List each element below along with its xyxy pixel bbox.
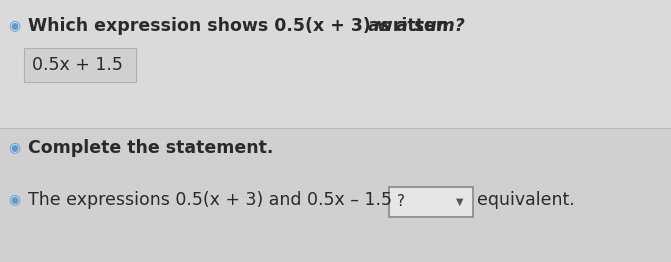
FancyBboxPatch shape [0, 128, 671, 262]
Text: Which expression shows 0.5(x + 3) written: Which expression shows 0.5(x + 3) writte… [28, 17, 454, 35]
Text: 0.5x + 1.5: 0.5x + 1.5 [32, 56, 123, 74]
Text: ◉: ◉ [8, 192, 20, 206]
Text: ?: ? [397, 194, 405, 210]
Text: ◉: ◉ [8, 18, 20, 32]
Text: as a sum?: as a sum? [368, 17, 465, 35]
FancyBboxPatch shape [0, 0, 671, 128]
FancyBboxPatch shape [24, 48, 136, 82]
Text: equivalent.: equivalent. [477, 191, 575, 209]
Text: ▼: ▼ [456, 197, 464, 207]
Text: ◉: ◉ [8, 140, 20, 154]
Text: Complete the statement.: Complete the statement. [28, 139, 273, 157]
Text: The expressions 0.5(x + 3) and 0.5x – 1.5: The expressions 0.5(x + 3) and 0.5x – 1.… [28, 191, 392, 209]
FancyBboxPatch shape [389, 187, 473, 217]
